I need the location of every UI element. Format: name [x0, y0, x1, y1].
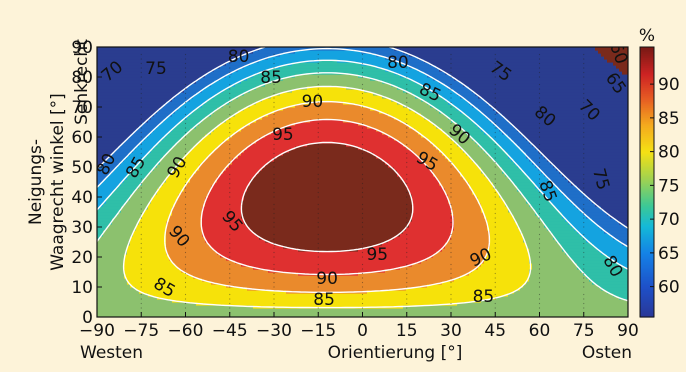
x-tick-label: −45: [212, 321, 248, 341]
contour-line-95: [240, 141, 414, 253]
y-axis-label-line1: Neigungs-: [26, 139, 46, 225]
y-axis-label-line2: Waagrecht winkel [°]: [48, 93, 68, 271]
contour-label: 60: [605, 40, 631, 67]
colorbar-unit: %: [639, 26, 655, 46]
x-tick-label: 75: [573, 321, 595, 341]
x-left-end-label: Westen: [80, 343, 143, 363]
colorbar-tick-label: 70: [658, 210, 680, 230]
y-axis-top-label: Senkrecht: [72, 39, 92, 125]
y-tick-label: 50: [71, 158, 93, 178]
y-tick-label: 80: [71, 68, 93, 88]
colorbar-tick-label: 90: [658, 75, 680, 95]
contour-label: 95: [272, 125, 294, 145]
x-tick-label: 90: [617, 321, 639, 341]
colorbar-tick-label: 80: [658, 143, 680, 163]
x-axis-ticks: −90 −75 −60 −45 −30 −15 0 15 30 45 60 75 90: [79, 312, 639, 341]
x-axis-label: Orientierung [°]: [328, 343, 463, 363]
contour-label: 85: [473, 287, 495, 307]
x-tick-label: −15: [300, 321, 336, 341]
plot-area: [97, 47, 628, 317]
y-tick-label: 0: [82, 308, 93, 328]
contour-line-65: [97, 47, 628, 248]
y-tick-label: 60: [71, 128, 93, 148]
x-tick-label: 0: [357, 321, 368, 341]
contour-label: 75: [145, 59, 167, 79]
colorbar-tick-label: 65: [658, 244, 680, 264]
colorbar: % 60 65 70 75 80 85 90: [639, 26, 680, 318]
contour-line-85: [164, 100, 491, 294]
y-axis-ticks: 0 10 20 30 40 50 60 70 80 90: [71, 38, 102, 328]
contour-lines: [97, 47, 628, 309]
colorbar-ticks: 60 65 70 75 80 85 90: [650, 75, 680, 298]
contour-line-75: [97, 72, 628, 302]
contour-label: 85: [260, 68, 282, 88]
contour-label: 90: [316, 269, 338, 289]
colorbar-frame: [639, 46, 655, 318]
x-tick-label: 60: [529, 321, 551, 341]
x-tick-label: −60: [168, 321, 204, 341]
colorbar-tick-label: 85: [658, 109, 680, 129]
colorbar-tick-label: 60: [658, 278, 680, 298]
colorbar-tick-label: 75: [658, 176, 680, 196]
contour-label: 85: [313, 290, 335, 310]
x-tick-label: 30: [440, 321, 462, 341]
x-right-end-label: Osten: [582, 343, 632, 363]
y-tick-label: 40: [71, 188, 93, 208]
contour-line-80: [122, 85, 532, 309]
contour-label: 80: [228, 47, 250, 67]
y-tick-label: 90: [71, 38, 93, 58]
x-tick-label: 15: [396, 321, 418, 341]
y-tick-label: 70: [71, 98, 93, 118]
y-tick-label: 20: [71, 248, 93, 268]
contour-label: 90: [302, 92, 324, 112]
contour-line-90: [200, 118, 454, 276]
y-tick-label: 30: [71, 218, 93, 238]
x-tick-label: −30: [256, 321, 292, 341]
colorbar-gradient: [640, 47, 654, 318]
x-tick-label: −75: [123, 321, 159, 341]
grid-dots: [97, 47, 628, 317]
y-tick-label: 10: [71, 278, 93, 298]
x-tick-label: 45: [484, 321, 506, 341]
contour-label: 80: [387, 53, 409, 73]
x-tick-label: −90: [79, 321, 115, 341]
contour-label: 95: [366, 245, 388, 265]
